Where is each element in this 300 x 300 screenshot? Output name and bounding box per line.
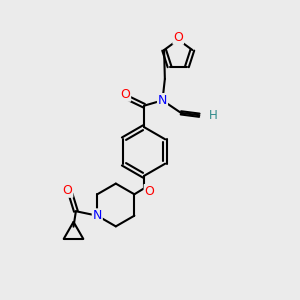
Text: H: H bbox=[209, 109, 218, 122]
Text: N: N bbox=[158, 94, 167, 107]
Text: O: O bbox=[63, 184, 73, 197]
Text: O: O bbox=[120, 88, 130, 101]
Text: O: O bbox=[173, 31, 183, 44]
Text: O: O bbox=[145, 185, 154, 198]
Text: N: N bbox=[93, 209, 102, 222]
